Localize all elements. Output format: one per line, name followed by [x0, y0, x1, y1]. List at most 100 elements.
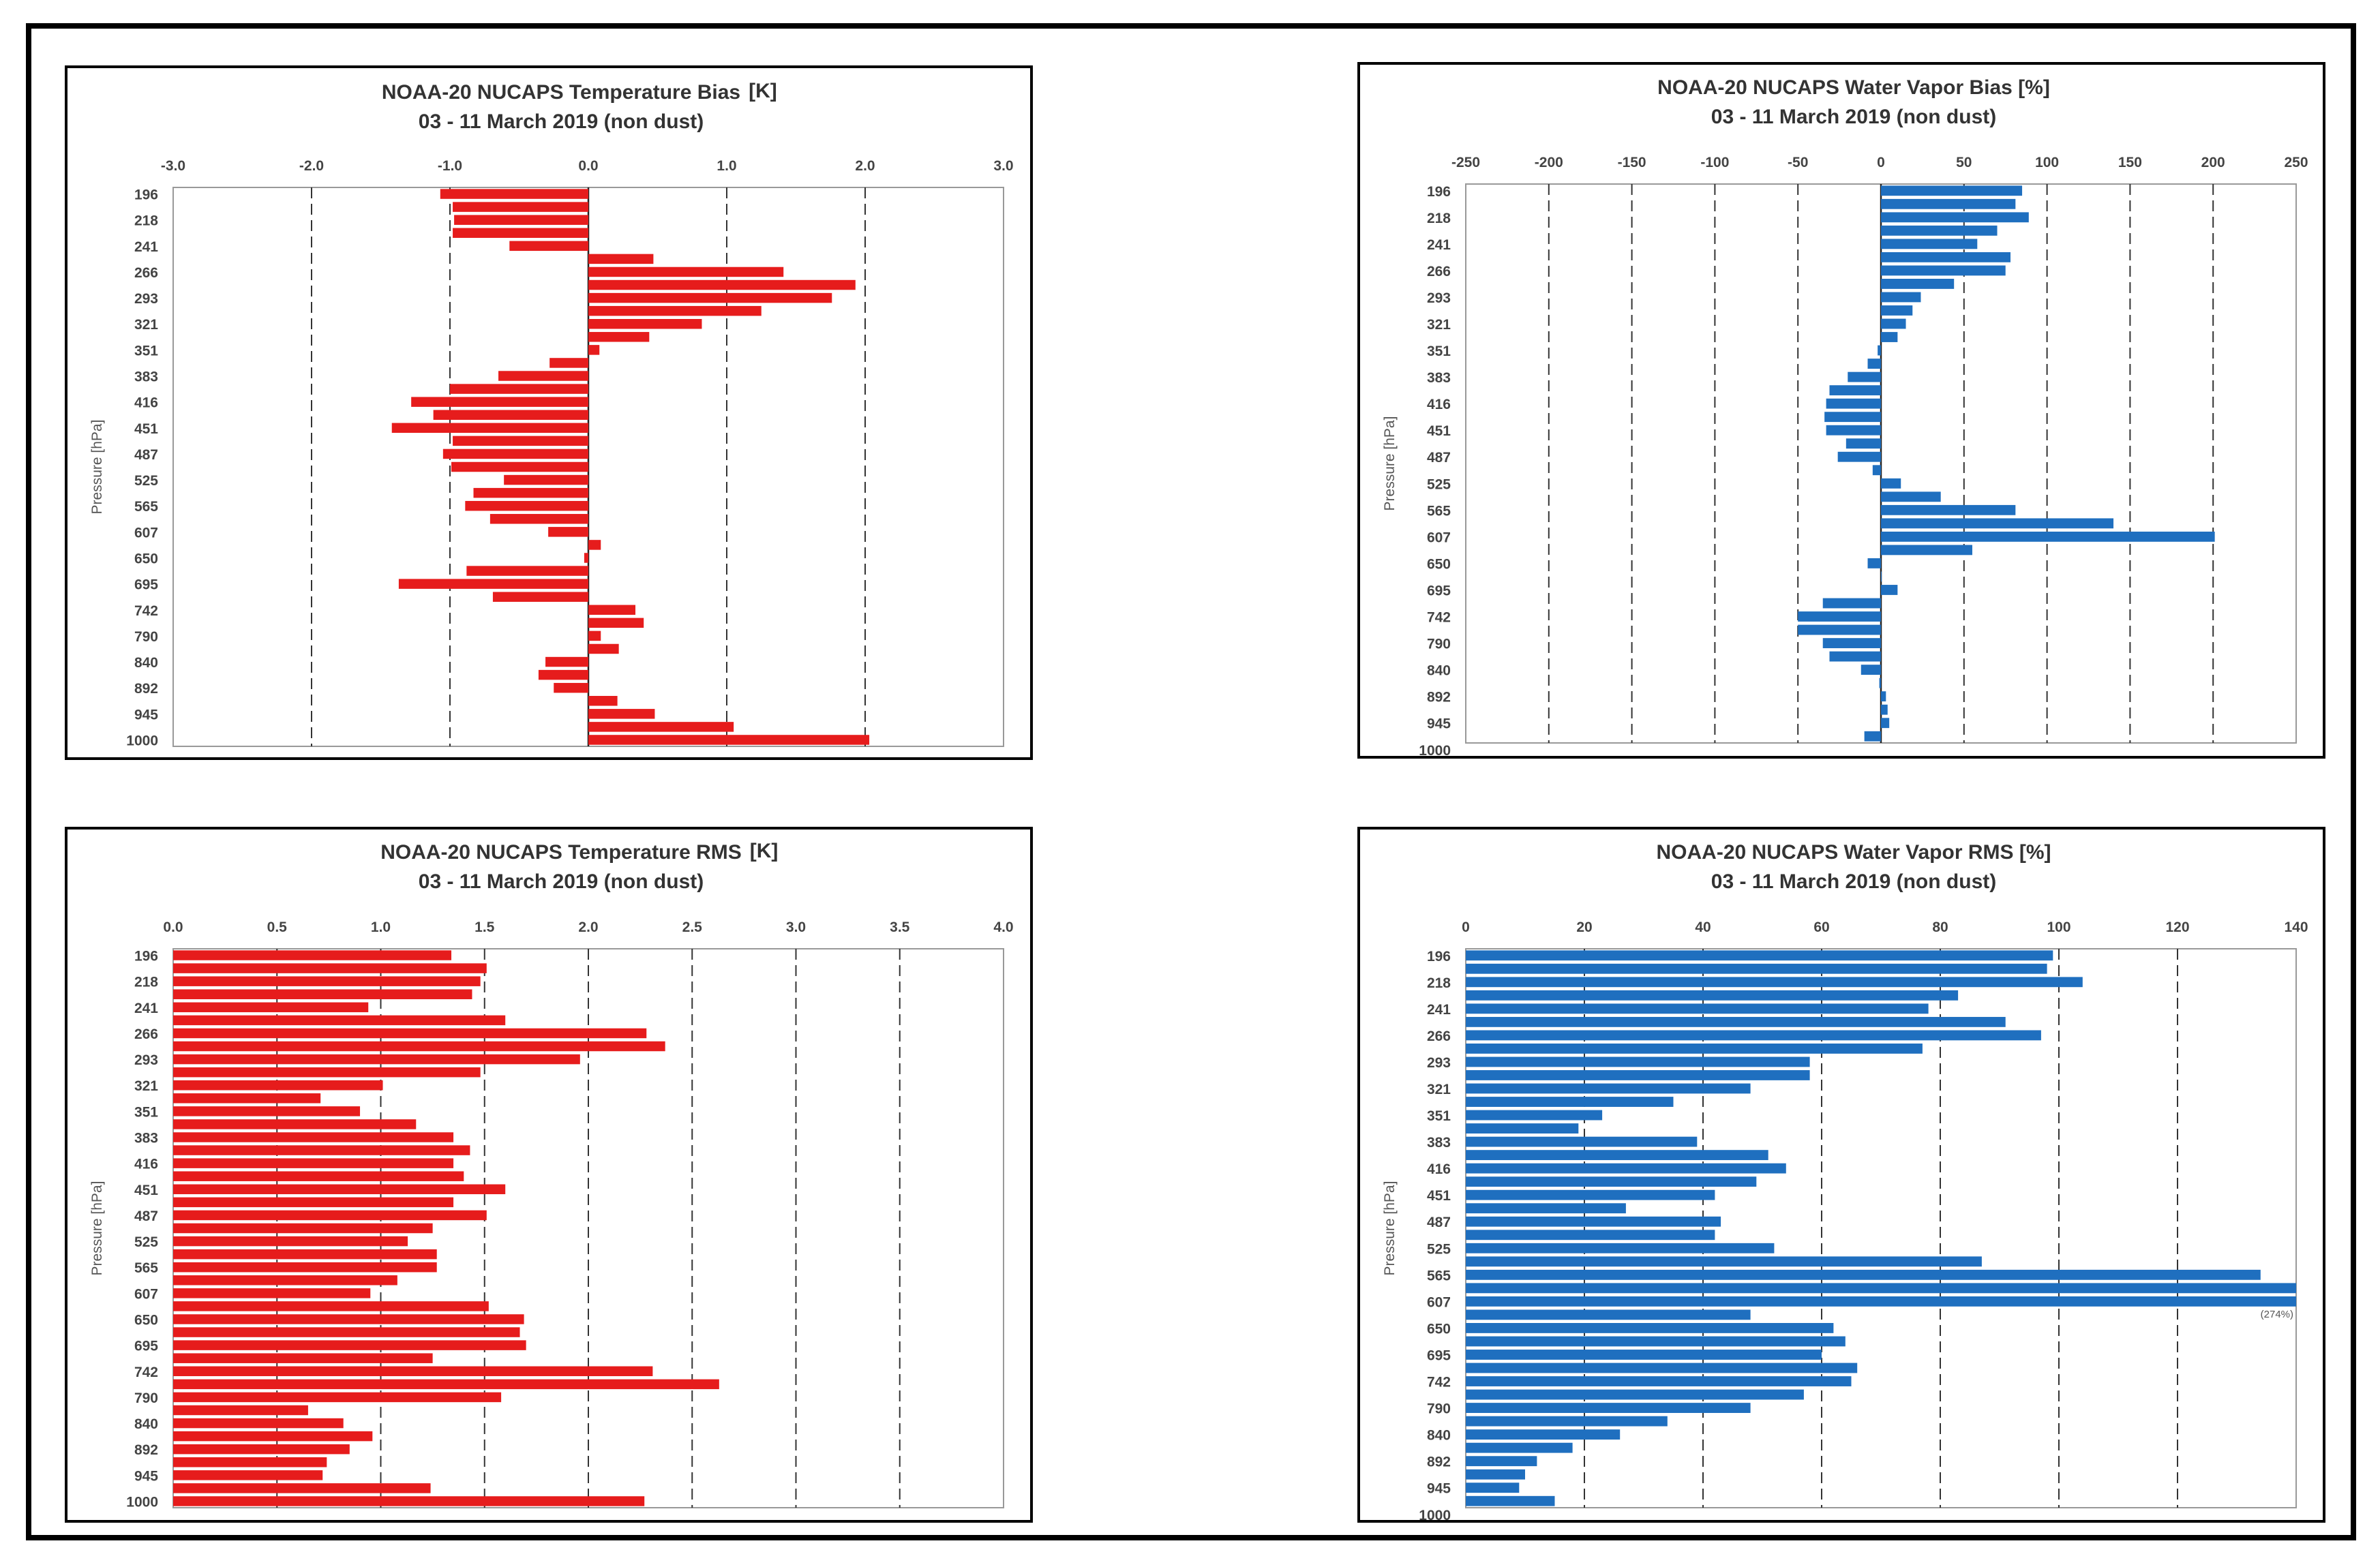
y-tick-label: 293: [134, 291, 158, 307]
y-tick-label: 266: [1427, 264, 1451, 279]
bar: [173, 1301, 489, 1311]
y-tick-label: 840: [1427, 663, 1451, 679]
bar: [1466, 1296, 2296, 1307]
bar: [173, 989, 472, 999]
temperature-bias-plot: NOAA-20 NUCAPS Temperature Bias [K] 03 - 1…: [89, 80, 1014, 748]
bar: [549, 358, 588, 368]
x-tick-label: -3.0: [161, 158, 185, 174]
x-tick-label: 120: [2165, 919, 2189, 935]
y-tick-label: 451: [1427, 423, 1451, 439]
y-tick-label: 218: [1427, 975, 1451, 991]
y-tick-label: 650: [1427, 556, 1451, 572]
y-tick-label: 840: [134, 655, 158, 671]
x-tick-label: 2.0: [578, 919, 598, 935]
bar: [1881, 292, 1921, 303]
bar: [1878, 345, 1881, 356]
y-tick-label: 695: [1427, 1348, 1451, 1363]
y-tick-label: 892: [1427, 1455, 1451, 1470]
bar: [411, 397, 588, 407]
chart-title-unit: [K]: [749, 80, 777, 102]
y-tick-label: 487: [134, 447, 158, 463]
x-tick-label: 250: [2284, 155, 2308, 170]
x-tick-label: 200: [2201, 155, 2225, 170]
y-tick-label: 790: [1427, 637, 1451, 652]
bar: [1466, 1336, 1846, 1347]
x-tick-label: 1.0: [717, 158, 736, 174]
bar: [1466, 1495, 1555, 1506]
y-tick-label: 487: [1427, 450, 1451, 466]
bar: [1824, 412, 1881, 423]
y-tick-label: 266: [1427, 1029, 1451, 1044]
y-tick-label: 650: [1427, 1321, 1451, 1337]
bar: [1466, 1456, 1537, 1467]
bar: [1881, 239, 1978, 249]
bar: [391, 423, 588, 433]
y-tick-label: 416: [134, 395, 158, 411]
bar: [1867, 558, 1881, 568]
bar: [545, 656, 588, 667]
bar: [1872, 465, 1881, 476]
bar: [1798, 624, 1881, 635]
bar: [588, 735, 870, 745]
bar: [1466, 1044, 1923, 1054]
y-tick-label: 321: [1427, 1082, 1451, 1097]
y-tick-label: 293: [134, 1052, 158, 1068]
y-tick-label: 321: [1427, 317, 1451, 333]
bar: [1881, 198, 2016, 209]
bar: [1822, 638, 1881, 648]
y-tick-label: 525: [1427, 1241, 1451, 1257]
bar: [440, 189, 588, 199]
bar: [509, 241, 588, 252]
y-tick-label: 945: [134, 1468, 158, 1484]
bar: [173, 963, 487, 973]
bar: [1881, 545, 1972, 556]
bar: [1466, 1256, 1982, 1267]
y-tick-label: 790: [1427, 1401, 1451, 1417]
bar: [173, 1210, 487, 1221]
y-tick-label: 218: [134, 975, 158, 990]
bar: [548, 527, 588, 537]
bar: [1822, 598, 1881, 609]
bar: [173, 1275, 397, 1285]
bar: [588, 709, 655, 719]
bar: [173, 1353, 433, 1363]
y-tick-label: 790: [134, 629, 158, 645]
y-tick-label: 607: [1427, 530, 1451, 545]
x-tick-label: 2.5: [682, 919, 703, 935]
x-tick-label: 0.0: [578, 158, 598, 174]
bar: [173, 1132, 454, 1142]
bar: [1881, 585, 1898, 595]
bar: [1466, 1429, 1621, 1440]
y-tick-label: 451: [134, 421, 158, 437]
y-tick-label: 892: [134, 1442, 158, 1458]
bar: [1466, 1123, 1579, 1134]
y-tick-label: 1000: [126, 733, 158, 748]
bar: [173, 1093, 321, 1104]
bar: [1466, 1056, 1810, 1067]
bar: [1798, 611, 1881, 622]
bar: [453, 202, 588, 212]
bar: [1466, 1376, 1852, 1386]
x-tick-label: 0: [1877, 155, 1885, 170]
bar: [1466, 1469, 1525, 1480]
bar: [173, 1444, 350, 1455]
bar: [1881, 279, 1955, 289]
y-tick-label: 1000: [1419, 743, 1451, 759]
y-tick-label: 742: [1427, 1375, 1451, 1390]
bar: [173, 1327, 520, 1337]
y-axis-label: Pressure [hPa]: [89, 1181, 105, 1276]
x-tick-label: 0.5: [267, 919, 288, 935]
bar: [1881, 318, 1906, 329]
chart-title: NOAA-20 NUCAPS Water Vapor RMS [%]: [1657, 841, 2051, 864]
bar: [1466, 1403, 1751, 1413]
plot-area: [1465, 948, 2297, 1508]
x-tick-label: -2.0: [299, 158, 324, 174]
bar: [173, 1483, 431, 1493]
x-tick-label: -100: [1700, 155, 1729, 170]
y-tick-label: 196: [1427, 949, 1451, 964]
y-tick-label: 695: [134, 1339, 158, 1354]
y-tick-label: 565: [134, 499, 158, 515]
y-tick-label: 383: [1427, 370, 1451, 386]
y-tick-label: 742: [1427, 610, 1451, 626]
x-tick-label: 1.5: [475, 919, 495, 935]
